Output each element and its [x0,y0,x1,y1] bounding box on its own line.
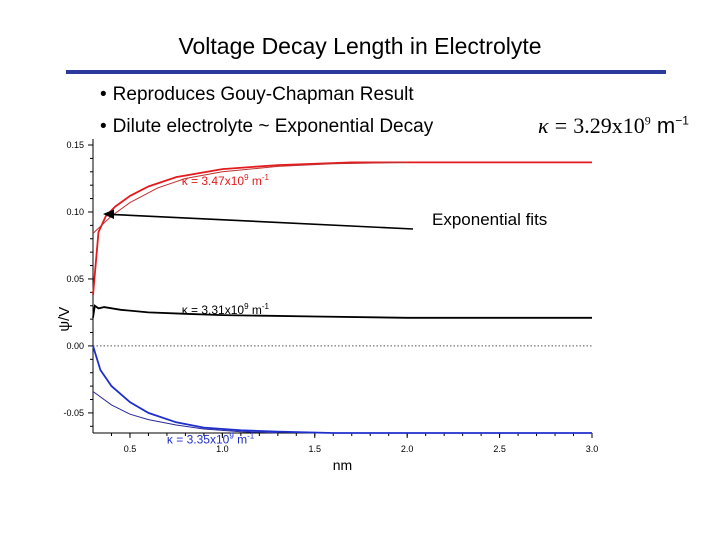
kappa-unit-exponent: −1 [675,113,689,128]
bullet-1-text: Reproduces Gouy-Chapman Result [112,84,414,105]
annotation-arrow [110,213,414,230]
kappa-value: 3.29x10 [573,113,645,138]
kappa-unit: m [656,113,676,138]
y-axis-label: ψ/V [56,307,73,332]
y-tick-label: 0.15 [66,140,84,150]
x-tick-label: 0.5 [124,444,137,454]
bullet-2-text: Dilute electrolyte ~ Exponential Decay [112,116,434,137]
x-tick-label: 3.0 [586,444,599,454]
kappa-label-2: κ = 3.35x109 m-1 [167,432,255,447]
annotation-text: Exponential fits [432,210,547,229]
title-rule [66,70,666,74]
slide-title: Voltage Decay Length in Electrolyte [178,33,542,59]
series-line-5 [92,391,278,434]
x-tick-label: 2.5 [493,444,506,454]
series-line-4 [92,345,592,434]
annotation-arrowhead [103,209,114,219]
y-tick-label: 0.00 [66,341,84,351]
x-tick-label: 1.0 [216,444,229,454]
bullet-1: • Reproduces Gouy-Chapman Result [100,84,414,105]
series-line-0 [92,161,592,296]
kappa-exponent: 9 [644,113,651,128]
y-tick-label: 0.10 [66,207,84,217]
x-axis-label: nm [333,457,352,473]
bullet-2: • Dilute electrolyte ~ Exponential Decay [100,116,434,137]
kappa-label-0: κ = 3.47x109 m-1 [182,173,270,188]
kappa-label-1: κ = 3.31x109 m-1 [182,302,270,317]
kappa-equals: = [554,113,568,138]
y-tick-label: -0.05 [63,408,84,418]
y-tick-label: 0.05 [66,274,84,284]
series-line-2 [92,304,592,319]
series-line-1 [92,161,408,234]
x-tick-label: 1.5 [309,444,322,454]
x-tick-label: 2.0 [401,444,414,454]
kappa-equation: κ = 3.29x109 m−1 [538,113,689,139]
kappa-symbol: κ [538,113,549,138]
